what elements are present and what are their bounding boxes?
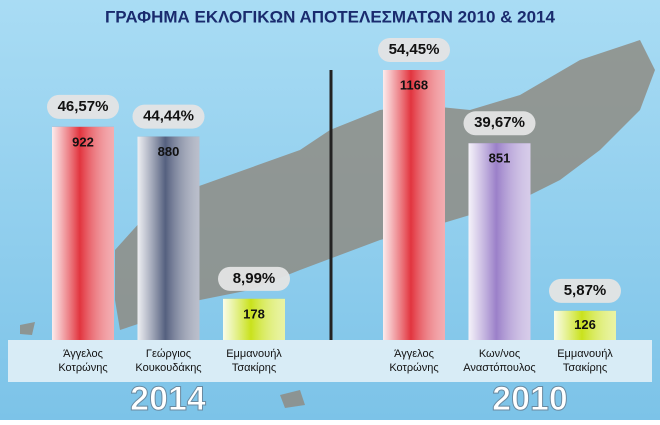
vote-label: 880 xyxy=(158,144,180,159)
label-strip xyxy=(8,340,652,382)
percent-label: 8,99% xyxy=(233,270,276,287)
vote-label: 922 xyxy=(72,134,94,149)
percent-label: 44,44% xyxy=(143,108,194,125)
percent-pill xyxy=(549,278,621,303)
category-label: Κων/νος xyxy=(479,348,520,360)
category-label: Τσακίρης xyxy=(232,362,276,374)
bar xyxy=(383,70,445,340)
vote-label: 178 xyxy=(243,306,265,321)
category-label: Κοτρώνης xyxy=(58,362,107,374)
category-label: Γεώργιος xyxy=(146,348,191,360)
category-label: Αναστόπουλος xyxy=(463,362,535,374)
bar xyxy=(554,310,616,340)
vote-label: 851 xyxy=(489,151,511,166)
bar xyxy=(52,126,114,340)
chart-title: ΓΡΑΦΗΜΑ ΕΚΛΟΓΙΚΩΝ ΑΠΟΤΕΛΕΣΜΑΤΩΝ 2010 & 2… xyxy=(105,7,555,26)
year-label: 2014 xyxy=(130,380,206,418)
percent-pill xyxy=(47,94,119,119)
percent-pill xyxy=(132,104,205,129)
vote-label: 1168 xyxy=(400,77,428,92)
category-label: Άγγελος xyxy=(63,348,103,360)
percent-pill xyxy=(463,111,536,136)
bar xyxy=(223,298,285,340)
category-label: Κοτρώνης xyxy=(389,362,438,374)
percent-label: 54,45% xyxy=(389,41,440,58)
percent-label: 46,57% xyxy=(58,98,109,115)
percent-label: 5,87% xyxy=(564,282,607,299)
percent-label: 39,67% xyxy=(474,114,525,131)
category-label: Άγγελος xyxy=(394,348,434,360)
vote-label: 126 xyxy=(574,317,596,332)
year-label: 2010 xyxy=(492,380,568,418)
percent-pill xyxy=(378,38,450,62)
category-label: Εμμανουήλ xyxy=(226,348,282,360)
bar xyxy=(468,143,531,340)
category-label: Εμμανουήλ xyxy=(557,348,613,360)
category-label: Τσακίρης xyxy=(563,362,607,374)
percent-pill xyxy=(218,266,290,291)
bar xyxy=(137,136,200,340)
category-label: Κουκουδάκης xyxy=(135,362,201,374)
